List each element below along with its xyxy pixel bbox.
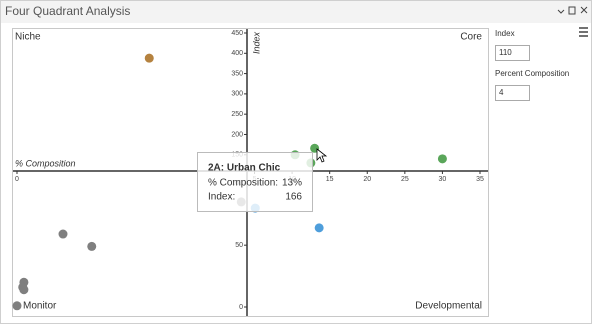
point — [19, 285, 29, 295]
index-input[interactable] — [495, 45, 530, 61]
chart: 0510152025303505010015020025030035040045… — [12, 29, 488, 316]
x-tick-label: 30 — [439, 176, 447, 183]
options-menu[interactable] — [579, 27, 588, 37]
tooltip-label: % Composition: — [208, 178, 278, 189]
point — [437, 154, 447, 164]
quadrant-label: Core — [460, 32, 482, 43]
tooltip-title: 2A: Urban Chic — [208, 163, 281, 174]
index-input-value[interactable]: 110 — [499, 48, 512, 57]
point — [144, 53, 154, 63]
menu-button[interactable] — [557, 9, 565, 14]
x-tick-label: 20 — [363, 176, 371, 183]
y-tick-label: 350 — [231, 70, 243, 77]
x-tick-label: 15 — [326, 176, 334, 183]
x-tick-label: 35 — [476, 176, 484, 183]
cursor — [316, 148, 328, 163]
y-tick-label: 250 — [231, 111, 243, 118]
y-tick-label: 450 — [231, 30, 243, 37]
y-tick-label: 0 — [239, 304, 243, 311]
tooltip-value: 13% — [282, 178, 302, 189]
x-axis-title: % Composition — [15, 158, 76, 168]
percent-label: Percent Composition — [495, 69, 569, 78]
title-bar — [1, 1, 591, 23]
point — [87, 241, 97, 251]
y-tick-label: 50 — [235, 242, 243, 249]
x-tick-label: 0 — [15, 176, 19, 183]
quadrant-label: Developmental — [415, 301, 482, 312]
tooltip: 2A: Urban Chic % Composition: 13% Index: 166 — [197, 152, 313, 212]
percent-input[interactable] — [495, 85, 530, 101]
point — [314, 223, 324, 233]
close-button[interactable] — [580, 6, 588, 14]
y-axis-title: Index — [251, 32, 261, 55]
tooltip-box — [197, 152, 313, 212]
quadrant-label: Niche — [15, 32, 41, 43]
point — [12, 301, 22, 311]
index-label: Index — [495, 29, 515, 38]
quadrant-label: Monitor — [23, 301, 57, 312]
restore-button[interactable] — [568, 6, 576, 15]
point — [58, 229, 68, 239]
y-tick-label: 300 — [231, 91, 243, 98]
percent-input-value[interactable]: 4 — [499, 88, 504, 97]
tooltip-label: Index: — [208, 192, 235, 203]
tooltip-value: 166 — [285, 192, 302, 203]
y-tick-label: 200 — [231, 131, 243, 138]
window-title: Four Quadrant Analysis — [5, 4, 130, 18]
x-tick-label: 25 — [401, 176, 409, 183]
y-tick-label: 400 — [231, 50, 243, 57]
